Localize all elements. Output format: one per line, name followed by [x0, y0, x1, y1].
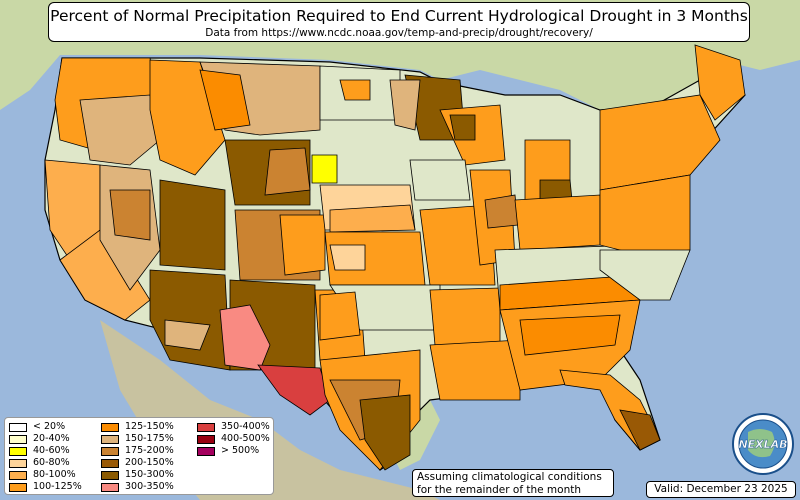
legend-item: 175-200% [101, 445, 197, 457]
note-line-2: for the remainder of the month [417, 483, 582, 496]
legend-label: 100-125% [33, 481, 82, 492]
legend-label: > 500% [221, 445, 260, 456]
legend-item: 200-150% [101, 457, 197, 469]
map-title: Percent of Normal Precipitation Required… [50, 7, 748, 25]
region-texas-south [359, 394, 411, 471]
region-arizona [149, 269, 231, 371]
region-nd-orange [339, 79, 371, 101]
legend-item: 150-300% [101, 469, 197, 481]
legend-swatch [197, 434, 215, 444]
legend-label: 40-60% [33, 445, 70, 456]
logo-text: NEXLAB [738, 438, 787, 451]
assumption-note: Assuming climatological conditions for t… [412, 469, 614, 497]
legend-swatch [9, 482, 27, 492]
legend-label: 125-150% [125, 421, 174, 432]
region-oklahoma-orange [319, 291, 361, 341]
drought-regions [44, 44, 746, 471]
legend-item: 400-500% [197, 433, 277, 445]
legend-item: 40-60% [9, 445, 101, 457]
region-maine [694, 44, 746, 121]
legend-swatch [101, 458, 119, 468]
legend-item: 80-100% [9, 469, 101, 481]
region-florida-south [619, 409, 661, 451]
legend-item: 100-125% [9, 481, 101, 493]
region-nebraska-orange [329, 204, 416, 233]
legend-label: 300-350% [125, 481, 174, 492]
logo-text-overlay: NEXLAB [738, 438, 788, 451]
legend-swatch [101, 434, 119, 444]
region-arkansas [429, 287, 501, 346]
legend-label: 80-100% [33, 469, 76, 480]
legend-item: 150-175% [101, 433, 197, 445]
region-northeast [599, 94, 721, 191]
legend-label: < 20% [33, 421, 66, 432]
note-line-1: Assuming climatological conditions [417, 471, 602, 483]
region-minnesota-west [389, 79, 421, 131]
region-kansas-west [329, 244, 366, 271]
region-west-texas-red [257, 364, 331, 416]
map-subtitle: Data from https://www.ncdc.noaa.gov/temp… [205, 27, 593, 39]
region-wisconsin-brown [449, 114, 476, 141]
legend-label: 400-500% [221, 433, 270, 444]
legend-swatch [197, 446, 215, 456]
region-illinois-brown [484, 194, 519, 229]
region-wyoming-east [264, 147, 311, 196]
valid-date: Valid: December 23 2025 [646, 481, 796, 498]
region-louisiana-mississippi [429, 339, 521, 401]
legend-label: 350-400% [221, 421, 270, 432]
region-utah [159, 179, 226, 271]
region-south-dakota-yellow [311, 154, 338, 184]
legend-label: 200-150% [125, 457, 174, 468]
legend-label: 60-80% [33, 457, 70, 468]
legend-swatch [101, 422, 119, 432]
region-carolinas [599, 249, 691, 301]
legend-label: 175-200% [125, 445, 174, 456]
region-arizona-south [164, 319, 211, 351]
legend-swatch [197, 422, 215, 432]
legend-label: 20-40% [33, 433, 70, 444]
legend-item: 20-40% [9, 433, 101, 445]
title-box: Percent of Normal Precipitation Required… [48, 2, 750, 42]
region-southeast-inner [519, 314, 621, 356]
legend-swatch [9, 446, 27, 456]
legend-item: 125-150% [101, 421, 197, 433]
region-montana-west [199, 69, 251, 131]
region-oregon-central [79, 94, 161, 166]
region-indiana-ohio [514, 194, 601, 251]
legend-label: 150-175% [125, 433, 174, 444]
legend-swatch [101, 482, 119, 492]
region-colorado-east [279, 214, 326, 276]
legend-swatch [9, 434, 27, 444]
legend-swatch [101, 446, 119, 456]
legend-swatch [9, 458, 27, 468]
legend-label: 150-300% [125, 469, 174, 480]
legend-swatch [101, 470, 119, 480]
map-legend: < 20% 20-40% 40-60% 60-80% 80-100% 100-125% 12… [4, 417, 274, 495]
region-iowa [409, 159, 471, 201]
legend-item: < 20% [9, 421, 101, 433]
legend-item: 350-400% [197, 421, 277, 433]
region-new-mexico-red [219, 304, 271, 371]
legend-item: > 500% [197, 445, 277, 457]
nexlab-logo [732, 413, 794, 475]
legend-item: 60-80% [9, 457, 101, 469]
region-nevada-central [109, 189, 151, 241]
legend-swatch [9, 470, 27, 480]
legend-item: 300-350% [101, 481, 197, 493]
legend-swatch [9, 422, 27, 432]
